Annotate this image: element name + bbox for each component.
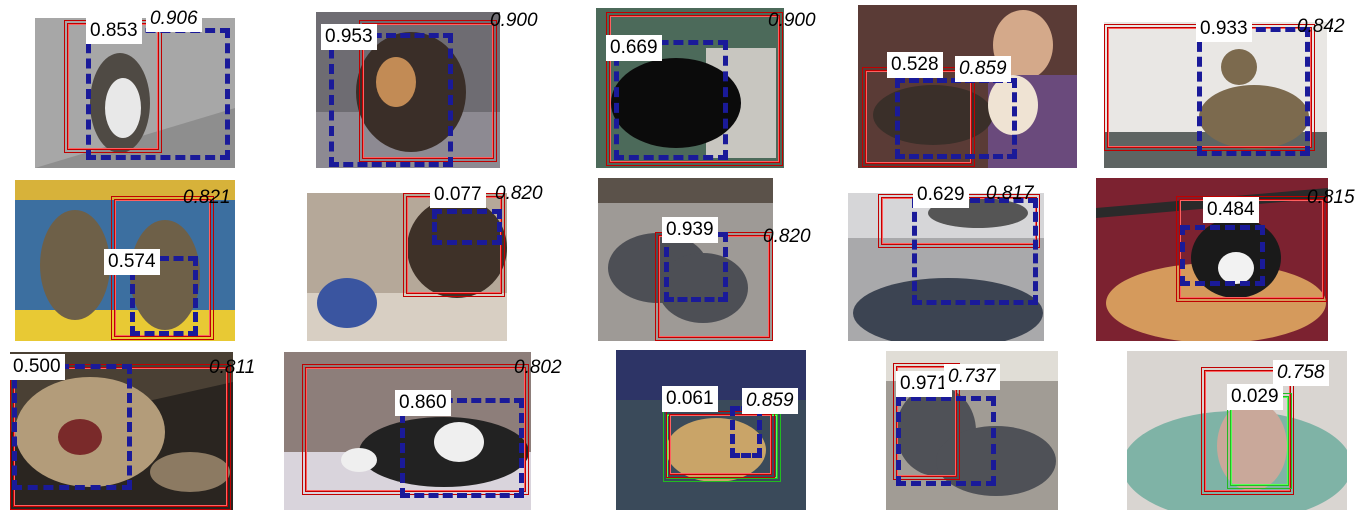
ground-truth-box xyxy=(666,411,775,478)
confidence-score: 0.933 xyxy=(1196,16,1252,42)
ground-truth-box xyxy=(1201,367,1294,495)
iou-score: 0.900 xyxy=(490,10,538,31)
confidence-score: 0.574 xyxy=(104,249,160,275)
cat-photo xyxy=(596,8,784,168)
confidence-score: 0.484 xyxy=(1203,197,1259,223)
predicted-box xyxy=(896,396,996,486)
iou-score: 0.820 xyxy=(763,226,811,247)
predicted-box xyxy=(12,364,132,490)
photo-graphic xyxy=(596,8,784,168)
predicted-box xyxy=(1197,27,1310,156)
iou-score: 0.859 xyxy=(742,388,798,414)
predicted-box xyxy=(614,40,728,160)
predicted-box xyxy=(329,33,453,167)
confidence-score: 0.939 xyxy=(662,217,718,243)
ground-truth-box xyxy=(606,12,783,166)
cat-photo xyxy=(1104,22,1327,168)
iou-score: 0.811 xyxy=(209,357,256,378)
predicted-box xyxy=(912,198,1038,305)
confidence-score: 0.077 xyxy=(430,182,486,208)
iou-score: 0.815 xyxy=(1307,187,1355,208)
predicted-box xyxy=(432,209,502,245)
cat-photo xyxy=(858,5,1077,168)
ground-truth-box xyxy=(893,363,960,480)
photo-graphic xyxy=(858,5,1077,168)
iou-score: 0.802 xyxy=(514,357,562,378)
iou-score: 0.737 xyxy=(944,364,1000,390)
confidence-score: 0.971 xyxy=(896,371,952,397)
iou-score: 0.758 xyxy=(1273,360,1329,386)
iou-score: 0.859 xyxy=(955,56,1011,82)
photo-graphic xyxy=(10,352,233,510)
predicted-box xyxy=(130,256,198,336)
iou-score: 0.900 xyxy=(768,10,816,31)
cat-photo xyxy=(10,352,233,510)
photo-graphic xyxy=(1104,22,1327,168)
predicted-box xyxy=(1180,225,1265,286)
iou-score: 0.821 xyxy=(183,187,231,208)
confidence-score: 0.528 xyxy=(887,52,943,78)
ground-truth-box xyxy=(359,20,497,162)
confidence-score: 0.029 xyxy=(1227,384,1283,410)
confidence-score: 0.669 xyxy=(606,35,662,61)
iou-score: 0.906 xyxy=(146,6,202,32)
confidence-score: 0.500 xyxy=(9,354,65,380)
predicted-box xyxy=(86,28,230,160)
predicted-box xyxy=(895,78,1017,159)
confidence-score: 0.853 xyxy=(86,18,142,44)
confidence-score: 0.061 xyxy=(662,386,718,412)
iou-score: 0.842 xyxy=(1297,16,1345,37)
confidence-score: 0.953 xyxy=(321,24,377,50)
predicted-box xyxy=(400,398,524,498)
iou-score: 0.817 xyxy=(986,183,1034,204)
confidence-score: 0.860 xyxy=(395,390,451,416)
iou-score: 0.820 xyxy=(495,183,543,204)
confidence-score: 0.629 xyxy=(913,182,969,208)
